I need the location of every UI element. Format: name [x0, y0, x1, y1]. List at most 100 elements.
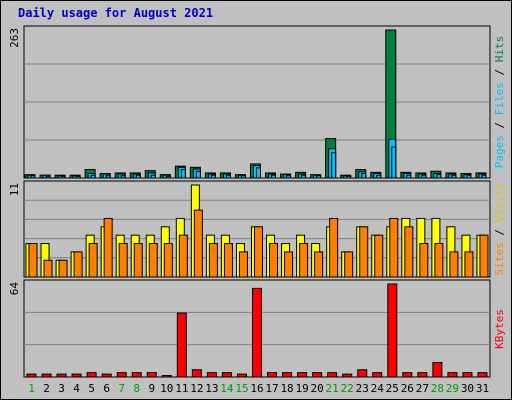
bar-sites-day-31 — [479, 234, 489, 278]
bar-kbytes-day-30 — [462, 372, 473, 378]
bar-kbytes-day-23 — [357, 369, 368, 378]
bar-pages-day-19 — [301, 174, 307, 179]
bar-kbytes-day-22 — [342, 373, 353, 378]
bar-sites-day-17 — [269, 243, 279, 278]
bar-kbytes-day-25 — [387, 283, 398, 378]
bar-sites-day-26 — [404, 226, 414, 278]
bar-pages-day-4 — [75, 175, 81, 179]
day-label-21: 21 — [326, 382, 339, 395]
day-label-7: 7 — [118, 382, 125, 395]
bar-kbytes-day-1 — [26, 373, 37, 378]
bar-sites-day-10 — [163, 243, 173, 278]
day-label-25: 25 — [386, 382, 399, 395]
day-label-17: 17 — [265, 382, 278, 395]
bar-kbytes-day-2 — [41, 373, 52, 378]
bar-pages-day-13 — [210, 174, 216, 179]
day-label-15: 15 — [235, 382, 248, 395]
bar-pages-day-23 — [361, 172, 367, 179]
bar-pages-day-9 — [150, 174, 156, 179]
bar-sites-day-23 — [359, 226, 369, 278]
bar-kbytes-day-15 — [236, 373, 247, 378]
bar-kbytes-day-29 — [447, 372, 458, 378]
bar-pages-day-12 — [195, 170, 201, 179]
bar-pages-day-28 — [436, 174, 442, 179]
bar-kbytes-day-24 — [372, 372, 383, 378]
bar-pages-day-15 — [240, 175, 246, 179]
bar-kbytes-day-18 — [282, 372, 293, 378]
day-label-26: 26 — [401, 382, 414, 395]
day-label-4: 4 — [73, 382, 80, 395]
bar-kbytes-day-20 — [312, 372, 323, 378]
day-label-14: 14 — [220, 382, 234, 395]
day-label-10: 10 — [160, 382, 173, 395]
day-label-30: 30 — [461, 382, 474, 395]
bar-kbytes-day-9 — [146, 372, 157, 378]
bar-sites-day-30 — [464, 251, 474, 278]
bar-sites-day-24 — [374, 234, 384, 278]
day-label-11: 11 — [175, 382, 188, 395]
bar-kbytes-day-27 — [417, 372, 428, 378]
bar-kbytes-day-6 — [101, 373, 112, 378]
bar-sites-day-3 — [58, 259, 68, 278]
bar-sites-day-15 — [238, 251, 248, 278]
bar-sites-day-11 — [178, 234, 188, 278]
day-label-8: 8 — [133, 382, 140, 395]
bar-kbytes-day-12 — [191, 369, 202, 378]
bar-sites-day-22 — [344, 251, 354, 278]
bar-sites-day-7 — [118, 243, 128, 278]
bar-kbytes-day-5 — [86, 372, 97, 378]
bar-pages-day-31 — [481, 174, 487, 179]
day-label-9: 9 — [148, 382, 155, 395]
bar-sites-day-25 — [389, 217, 399, 278]
bar-pages-day-26 — [406, 174, 412, 179]
legend-3: KBytes — [493, 309, 506, 349]
bar-pages-day-10 — [165, 175, 171, 179]
panel-3-ymax-label: 64 — [8, 282, 21, 296]
bar-pages-day-22 — [346, 175, 352, 179]
bar-sites-day-20 — [314, 251, 324, 278]
bar-sites-day-28 — [434, 243, 444, 278]
bar-pages-day-29 — [451, 174, 457, 179]
bar-sites-day-18 — [284, 251, 294, 278]
day-label-24: 24 — [371, 382, 385, 395]
bar-pages-day-2 — [45, 175, 51, 179]
day-label-2: 2 — [43, 382, 50, 395]
bar-pages-day-25 — [391, 146, 397, 179]
bar-kbytes-day-13 — [206, 372, 217, 378]
day-label-13: 13 — [205, 382, 218, 395]
bar-kbytes-day-28 — [432, 361, 443, 378]
day-label-1: 1 — [28, 382, 35, 395]
bar-kbytes-day-4 — [71, 373, 82, 378]
day-label-16: 16 — [250, 382, 263, 395]
bar-pages-day-17 — [271, 174, 277, 179]
day-label-23: 23 — [356, 382, 369, 395]
day-label-12: 12 — [190, 382, 203, 395]
bar-sites-day-21 — [329, 217, 339, 278]
bar-kbytes-day-17 — [267, 372, 278, 378]
bar-pages-day-18 — [286, 175, 292, 179]
day-label-27: 27 — [416, 382, 429, 395]
bar-pages-day-16 — [255, 167, 261, 179]
bar-sites-day-14 — [223, 243, 233, 278]
bar-sites-day-12 — [193, 209, 203, 278]
legend-1: Pages / Files / Hits — [493, 36, 506, 169]
bar-sites-day-8 — [133, 243, 143, 278]
day-label-22: 22 — [341, 382, 354, 395]
day-label-3: 3 — [58, 382, 65, 395]
bar-pages-day-7 — [120, 175, 126, 179]
day-label-28: 28 — [431, 382, 444, 395]
bar-kbytes-day-19 — [297, 372, 308, 378]
bar-sites-day-2 — [43, 259, 53, 278]
bar-sites-day-16 — [253, 226, 263, 278]
bar-kbytes-day-26 — [402, 372, 413, 378]
bar-sites-day-19 — [299, 243, 309, 278]
chart-title: Daily usage for August 2021 — [18, 6, 214, 20]
bar-pages-day-21 — [331, 152, 337, 179]
day-label-19: 19 — [295, 382, 308, 395]
day-label-29: 29 — [446, 382, 459, 395]
day-label-5: 5 — [88, 382, 95, 395]
bar-kbytes-day-10 — [161, 375, 172, 378]
bar-sites-day-9 — [148, 243, 158, 278]
bar-pages-day-24 — [376, 174, 382, 179]
